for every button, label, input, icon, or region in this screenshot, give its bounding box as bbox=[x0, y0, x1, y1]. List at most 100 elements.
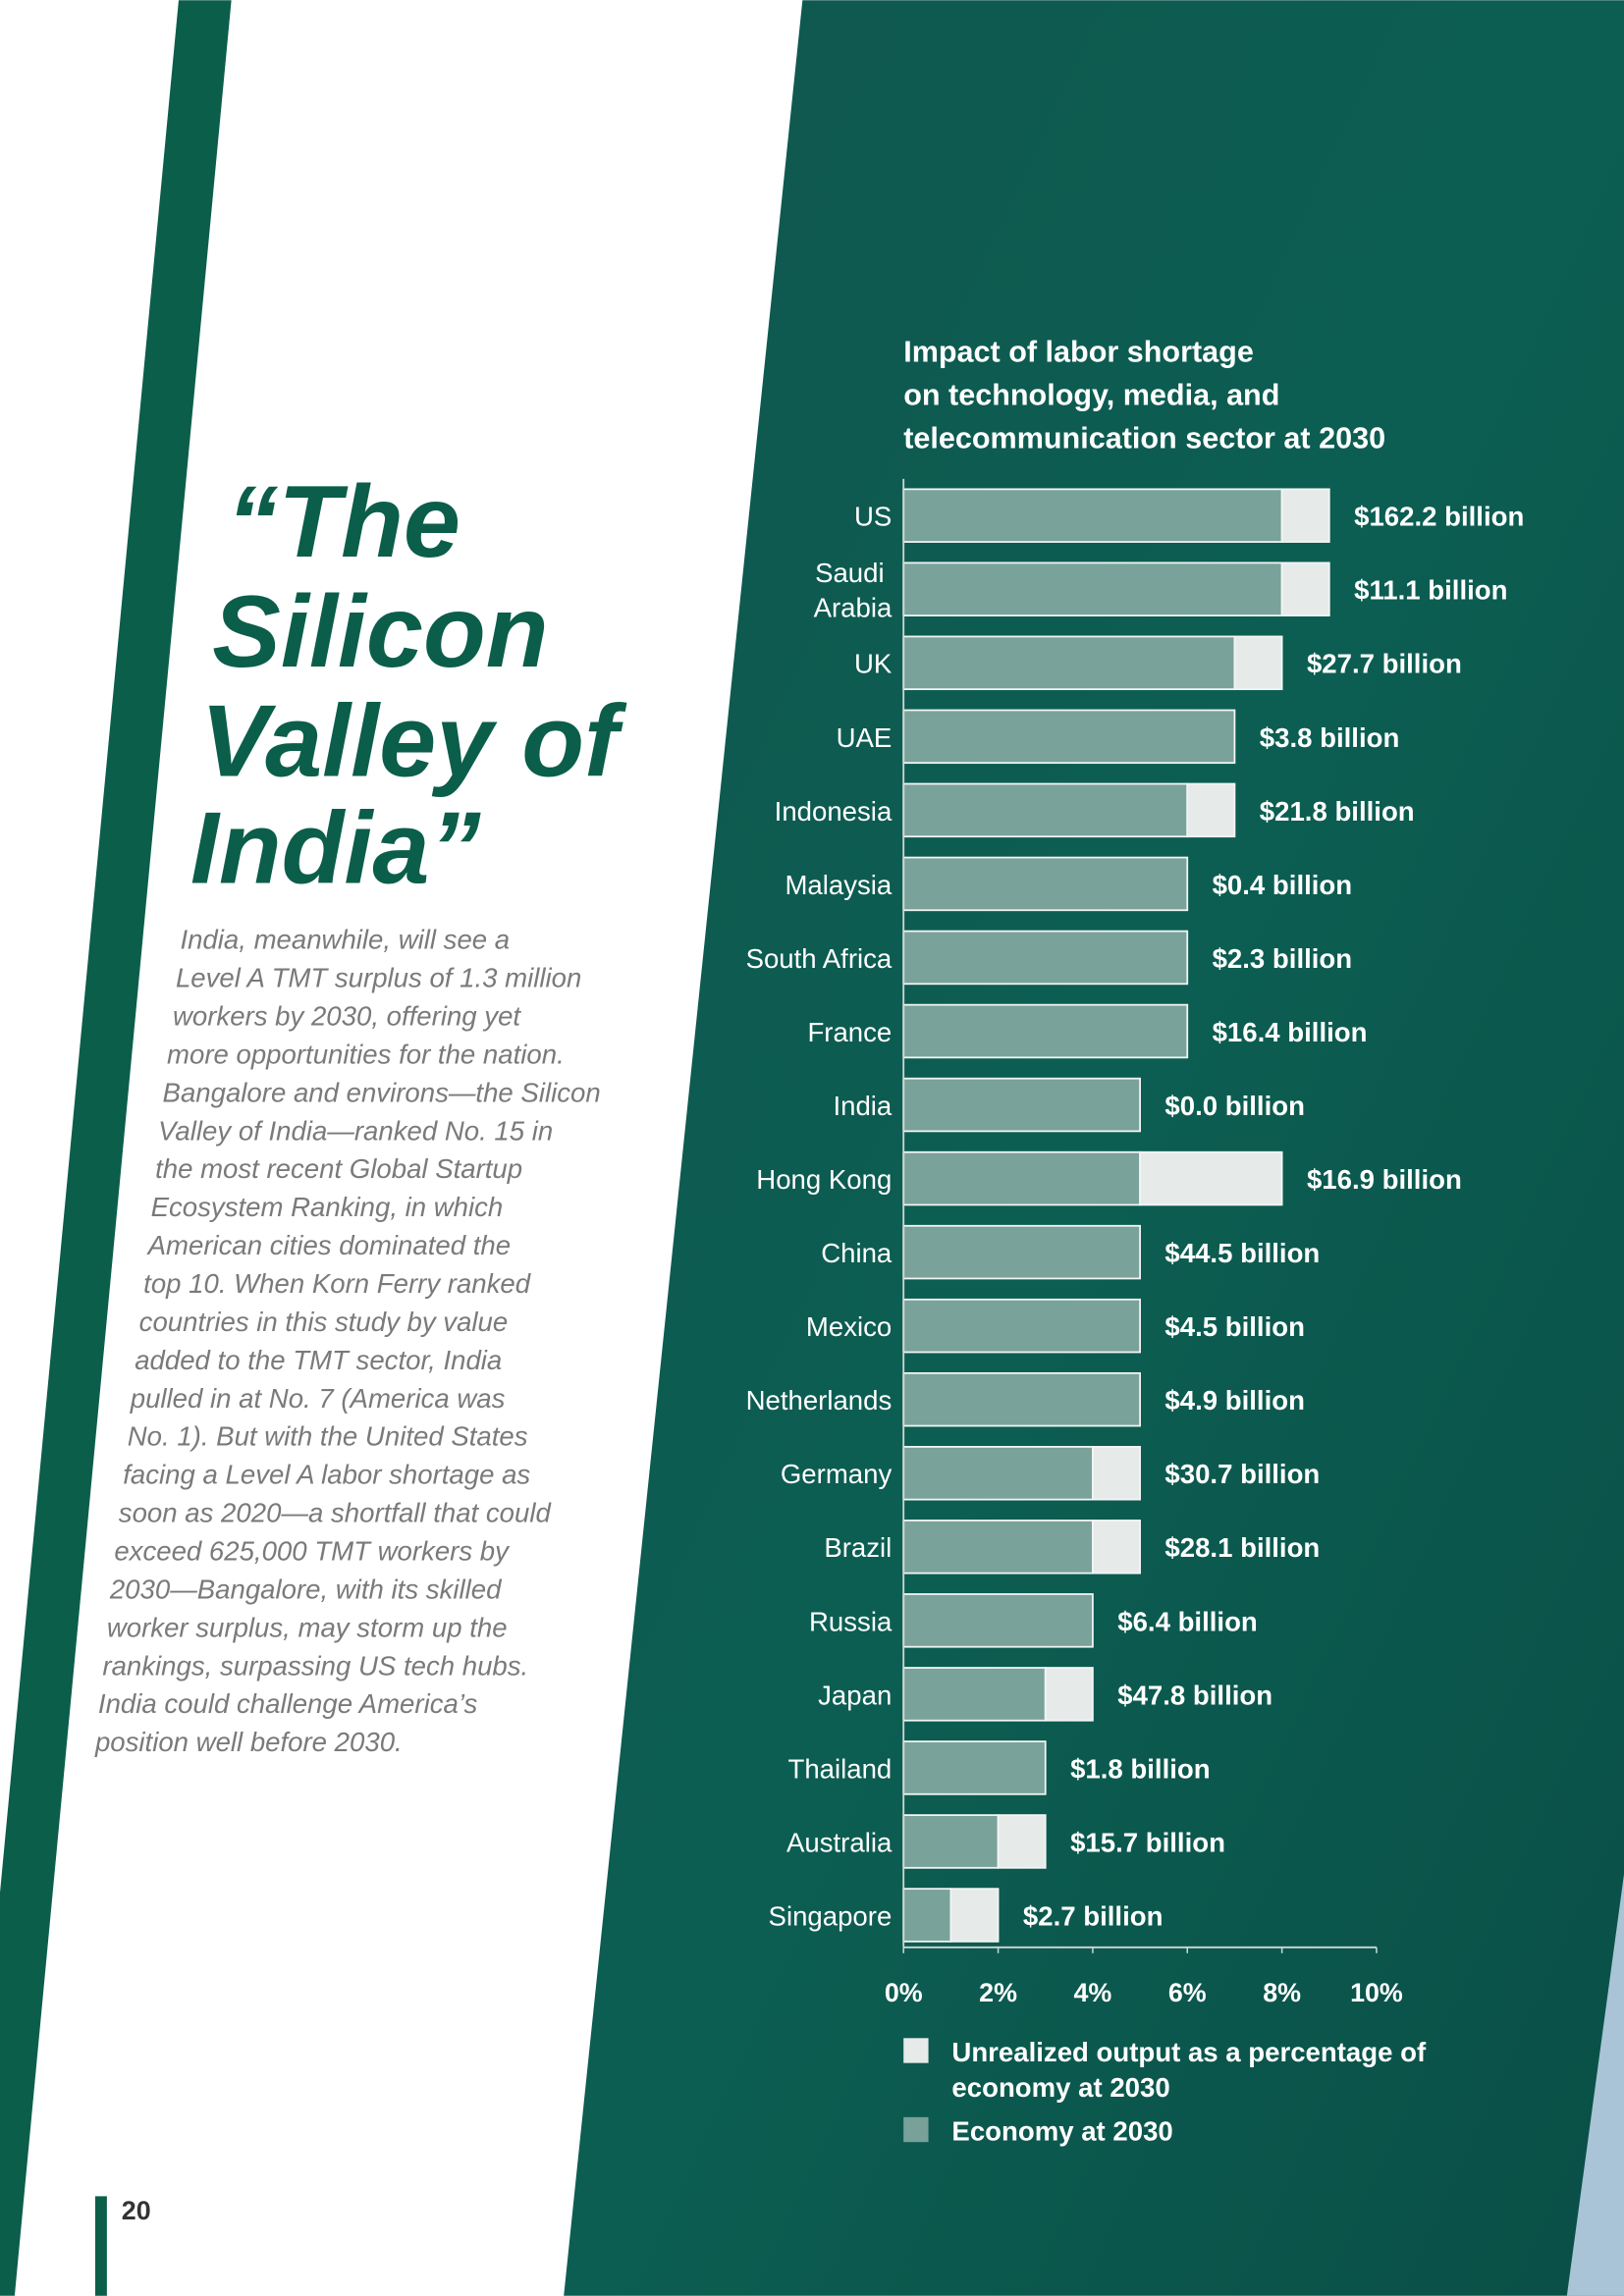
bar-segment bbox=[902, 1298, 1141, 1354]
body-line: countries in this study by value bbox=[139, 1307, 509, 1337]
legend-label: Unrealized output as a percentage of eco… bbox=[951, 2037, 1433, 2103]
bar-segment bbox=[902, 635, 1236, 691]
legend-label: Economy at 2030 bbox=[951, 2116, 1172, 2147]
value-annotation: $3.8 billion bbox=[1260, 722, 1400, 753]
body-line: India, meanwhile, will see a bbox=[180, 925, 510, 955]
body-line: rankings, surpassing US tech hubs. bbox=[102, 1650, 528, 1681]
x-tick-label: 6% bbox=[1168, 1978, 1207, 2007]
bar-segment bbox=[902, 1814, 1000, 1869]
bar-segment bbox=[902, 930, 1189, 986]
body-line: top 10. When Korn Ferry ranked bbox=[143, 1268, 532, 1299]
body-line: India could challenge America’s bbox=[98, 1688, 478, 1719]
value-annotation: $2.7 billion bbox=[1023, 1900, 1164, 1931]
value-annotation: $6.4 billion bbox=[1117, 1606, 1258, 1636]
x-tick-label: 8% bbox=[1263, 1978, 1301, 2007]
body-line: the most recent Global Startup bbox=[155, 1153, 522, 1184]
value-annotation: $4.5 billion bbox=[1164, 1311, 1305, 1342]
bar-segment bbox=[902, 488, 1283, 543]
value-annotation: $0.0 billion bbox=[1164, 1091, 1305, 1121]
photo-panel bbox=[564, 0, 1624, 2296]
body-line: workers by 2030, offering yet bbox=[173, 1001, 521, 1032]
bar-segment bbox=[902, 1593, 1094, 1648]
category-label: France bbox=[807, 1017, 892, 1047]
value-annotation: $11.1 billion bbox=[1354, 575, 1507, 606]
category-label: India bbox=[833, 1091, 892, 1121]
body-line: exceed 625,000 TMT workers by bbox=[114, 1535, 511, 1566]
legend-swatch bbox=[903, 2116, 929, 2143]
category-label: Saudi Arabia bbox=[814, 558, 893, 623]
body-line: Bangalore and environs—the Silicon bbox=[163, 1077, 601, 1107]
category-label: Singapore bbox=[769, 1900, 893, 1931]
bar-segment bbox=[902, 1888, 952, 1943]
bar-segment bbox=[1139, 1150, 1283, 1206]
category-label: Brazil bbox=[824, 1532, 892, 1563]
bar-segment bbox=[902, 709, 1236, 765]
body-line: soon as 2020—a shortfall that could bbox=[119, 1498, 553, 1528]
body-line: Valley of India—ranked No. 15 in bbox=[158, 1115, 553, 1146]
body-line: more opportunities for the nation. bbox=[167, 1039, 565, 1069]
bar-segment bbox=[902, 1446, 1094, 1501]
x-tick-label: 2% bbox=[979, 1978, 1017, 2007]
value-annotation: $30.7 billion bbox=[1164, 1459, 1320, 1489]
value-annotation: $0.4 billion bbox=[1213, 870, 1353, 900]
value-annotation: $16.4 billion bbox=[1213, 1017, 1368, 1047]
body-text: India, meanwhile, will see a Level A TMT … bbox=[94, 925, 601, 1757]
x-tick-label: 0% bbox=[885, 1978, 923, 2007]
value-annotation: $44.5 billion bbox=[1164, 1238, 1320, 1268]
heading-line: Valley of bbox=[200, 684, 627, 799]
bar-segment bbox=[902, 782, 1189, 838]
category-label: China bbox=[821, 1238, 893, 1268]
chart-title: telecommunication sector at 2030 bbox=[903, 422, 1385, 455]
value-annotation: $4.9 billion bbox=[1164, 1385, 1305, 1415]
bar-segment bbox=[1044, 1667, 1094, 1722]
value-annotation: $15.7 billion bbox=[1070, 1827, 1225, 1857]
bar-segment bbox=[902, 1520, 1094, 1575]
bar-segment bbox=[902, 1150, 1141, 1206]
page-number: 20 bbox=[122, 2196, 151, 2225]
value-annotation: $21.8 billion bbox=[1260, 796, 1415, 827]
category-label: Mexico bbox=[806, 1311, 892, 1342]
value-annotation: $162.2 billion bbox=[1354, 502, 1524, 532]
bar-segment bbox=[902, 1740, 1047, 1795]
category-label: Australia bbox=[786, 1827, 893, 1857]
bar-segment bbox=[1186, 782, 1236, 838]
bar-segment bbox=[902, 1077, 1141, 1133]
bar-segment bbox=[902, 1003, 1189, 1059]
bar-segment bbox=[997, 1814, 1047, 1869]
body-line: worker surplus, may storm up the bbox=[107, 1612, 508, 1642]
body-line: position well before 2030. bbox=[94, 1727, 403, 1757]
x-tick-label: 10% bbox=[1350, 1978, 1403, 2007]
bar-segment bbox=[949, 1888, 1000, 1943]
green-stripe bbox=[0, 0, 232, 2296]
category-label: US bbox=[854, 502, 892, 532]
value-annotation: $1.8 billion bbox=[1070, 1753, 1211, 1784]
category-label: Thailand bbox=[787, 1753, 892, 1784]
body-line: No. 1). But with the United States bbox=[128, 1421, 528, 1452]
x-tick-label: 4% bbox=[1074, 1978, 1112, 2007]
bar-segment bbox=[1092, 1446, 1141, 1501]
heading-line: “The bbox=[227, 464, 460, 579]
chart-title: on technology, media, and bbox=[903, 379, 1279, 412]
legend-swatch bbox=[903, 2038, 929, 2063]
category-label: Malaysia bbox=[785, 870, 892, 900]
body-line: pulled in at No. 7 (America was bbox=[130, 1383, 506, 1414]
body-line: 2030—Bangalore, with its skilled bbox=[109, 1574, 503, 1604]
bar-segment bbox=[1092, 1520, 1141, 1575]
bar-segment bbox=[902, 1371, 1141, 1427]
value-annotation: $47.8 billion bbox=[1117, 1680, 1272, 1710]
category-label: South Africa bbox=[746, 943, 893, 974]
bar-segment bbox=[902, 1667, 1047, 1722]
chart-title: Impact of labor shortage bbox=[903, 336, 1254, 369]
value-annotation: $16.9 billion bbox=[1307, 1164, 1462, 1195]
category-label: Netherlands bbox=[746, 1385, 893, 1415]
category-label: Hong Kong bbox=[756, 1164, 892, 1195]
bar-segment bbox=[1280, 488, 1330, 543]
category-label: UAE bbox=[837, 722, 893, 753]
bar-segment bbox=[1233, 635, 1283, 691]
value-annotation: $28.1 billion bbox=[1164, 1532, 1320, 1563]
value-annotation: $27.7 billion bbox=[1307, 649, 1462, 679]
bar-segment bbox=[902, 1224, 1141, 1280]
category-label: Germany bbox=[781, 1459, 893, 1489]
